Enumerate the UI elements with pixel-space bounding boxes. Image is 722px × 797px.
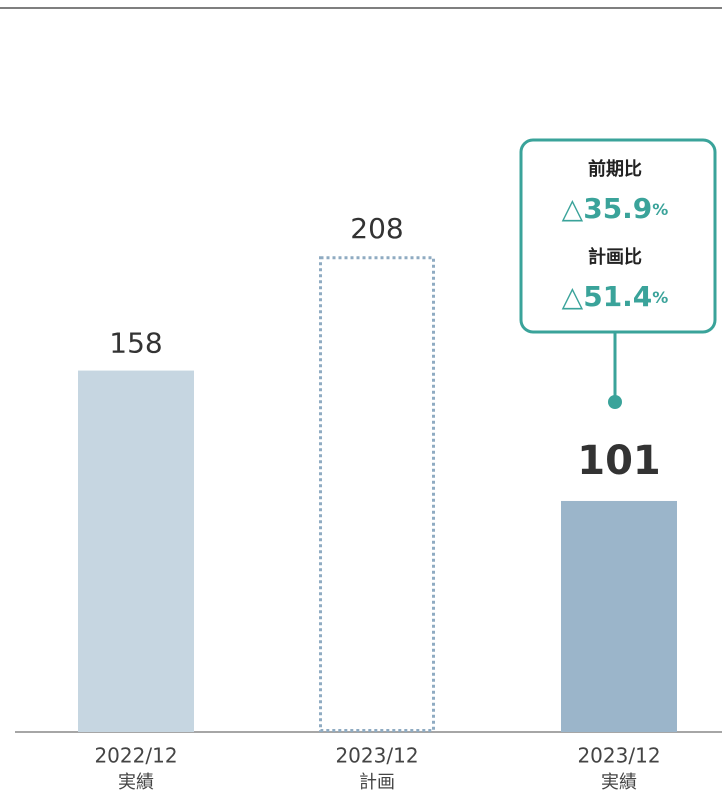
callout-dot: [608, 395, 622, 409]
x-tick-label: 2023/12: [335, 744, 418, 768]
x-tick-label: 2023/12: [577, 744, 660, 768]
bar: [561, 500, 677, 732]
callout-title: 計画比: [588, 246, 642, 268]
x-tick-sublabel: 実績: [118, 772, 154, 793]
x-tick-sublabel: 実績: [601, 772, 637, 793]
bar: [78, 370, 194, 732]
callout-number: △35.9: [562, 192, 653, 225]
callout-unit: %: [652, 200, 668, 219]
x-tick-sublabel: 計画: [359, 772, 395, 793]
callout-box: [519, 138, 717, 334]
callout-value: △35.9%: [562, 192, 669, 225]
callout-value: △51.4%: [562, 280, 669, 313]
value-label: 158: [109, 327, 162, 360]
callout-unit: %: [652, 288, 668, 307]
callout-title: 前期比: [588, 158, 642, 180]
callout-number: △51.4: [562, 280, 653, 313]
value-label: 101: [577, 438, 661, 484]
x-tick-label: 2022/12: [94, 744, 177, 768]
bar: [319, 256, 435, 732]
value-label: 208: [350, 212, 403, 245]
